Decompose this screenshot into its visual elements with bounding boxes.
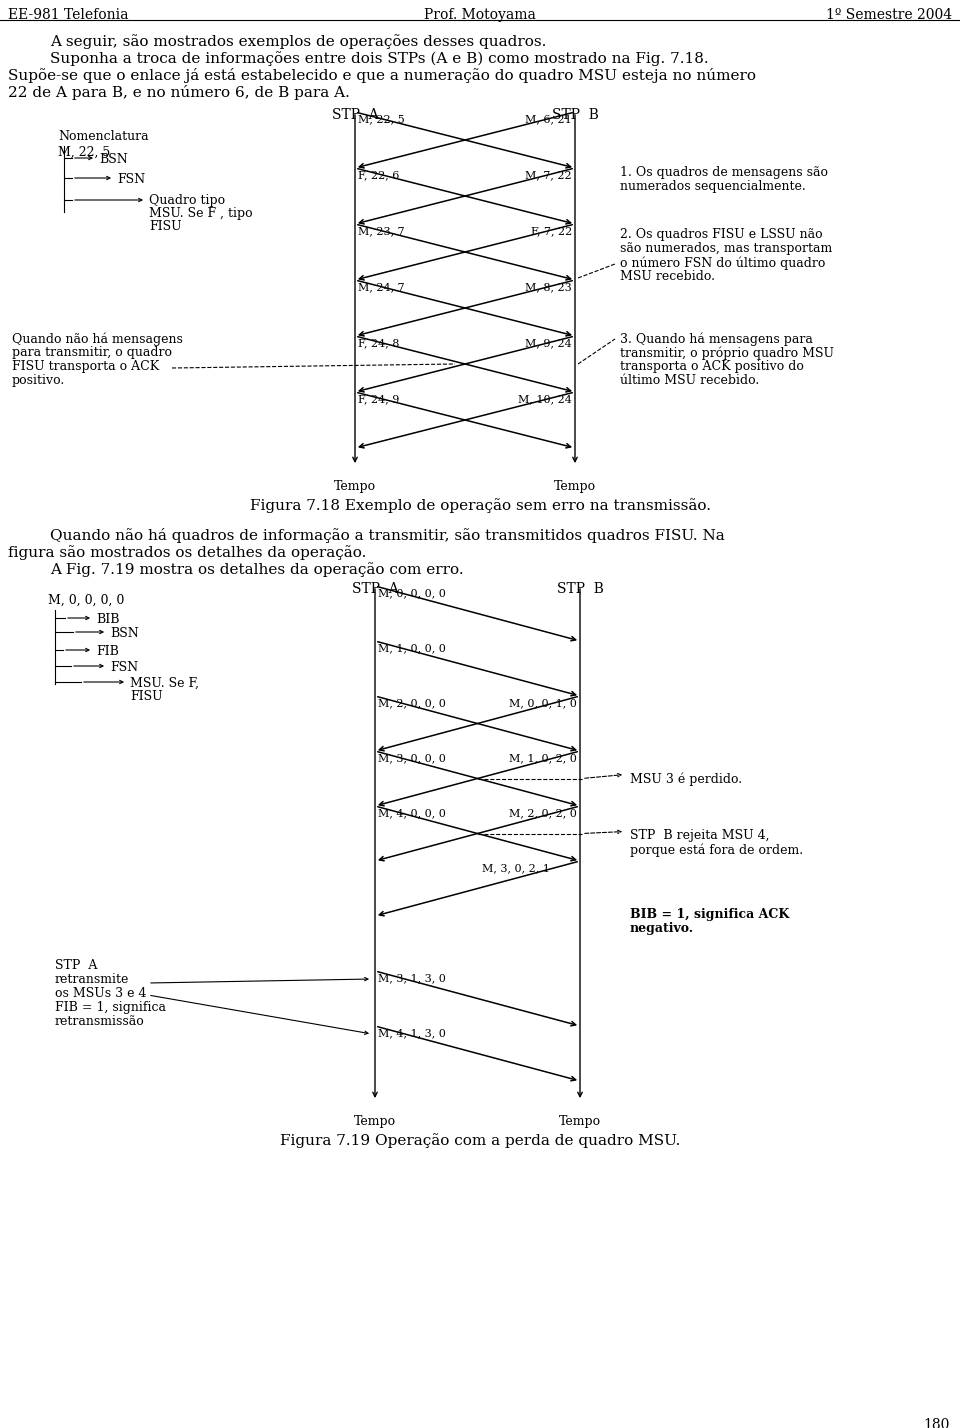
Text: BIB: BIB: [96, 613, 119, 625]
Text: BSN: BSN: [99, 153, 128, 166]
Text: BSN: BSN: [110, 627, 139, 640]
Text: M, 1, 0, 0, 0: M, 1, 0, 0, 0: [378, 643, 445, 653]
Text: M, 10, 24: M, 10, 24: [518, 394, 572, 404]
Text: M, 24, 7: M, 24, 7: [358, 281, 404, 291]
Text: figura são mostrados os detalhes da operação.: figura são mostrados os detalhes da oper…: [8, 545, 367, 560]
Text: M, 3, 0, 0, 0: M, 3, 0, 0, 0: [378, 753, 445, 763]
Text: FIB: FIB: [96, 645, 119, 658]
Text: Tempo: Tempo: [554, 480, 596, 493]
Text: Figura 7.19 Operação com a perda de quadro MSU.: Figura 7.19 Operação com a perda de quad…: [279, 1132, 681, 1148]
Text: MSU recebido.: MSU recebido.: [620, 270, 715, 283]
Text: MSU 3 é perdido.: MSU 3 é perdido.: [630, 773, 742, 785]
Text: M, 7, 22: M, 7, 22: [525, 170, 572, 180]
Text: EE-981 Telefonia: EE-981 Telefonia: [8, 9, 129, 21]
Text: STP  A: STP A: [351, 583, 398, 595]
Text: F, 22, 6: F, 22, 6: [358, 170, 399, 180]
Text: M, 23, 7: M, 23, 7: [358, 226, 404, 236]
Text: M, 3, 1, 3, 0: M, 3, 1, 3, 0: [378, 972, 445, 982]
Text: transmitir, o próprio quadro MSU: transmitir, o próprio quadro MSU: [620, 346, 834, 360]
Text: M, 22, 5: M, 22, 5: [358, 114, 405, 124]
Text: Quando não há quadros de informação a transmitir, são transmitidos quadros FISU.: Quando não há quadros de informação a tr…: [50, 528, 725, 543]
Text: 1. Os quadros de mensagens são: 1. Os quadros de mensagens são: [620, 166, 828, 178]
Text: STP  B rejeita MSU 4,: STP B rejeita MSU 4,: [630, 830, 770, 843]
Text: M, 0, 0, 0, 0: M, 0, 0, 0, 0: [378, 588, 445, 598]
Text: F, 24, 9: F, 24, 9: [358, 394, 399, 404]
Text: positivo.: positivo.: [12, 374, 65, 387]
Text: porque está fora de ordem.: porque está fora de ordem.: [630, 844, 804, 857]
Text: FSN: FSN: [117, 173, 145, 186]
Text: A seguir, são mostrados exemplos de operações desses quadros.: A seguir, são mostrados exemplos de oper…: [50, 34, 546, 49]
Text: negativo.: negativo.: [630, 922, 694, 935]
Text: transporta o ACK positivo do: transporta o ACK positivo do: [620, 360, 804, 373]
Text: MSU. Se F , tipo: MSU. Se F , tipo: [149, 207, 252, 220]
Text: MSU. Se F,: MSU. Se F,: [130, 677, 199, 690]
Text: Supõe-se que o enlace já está estabelecido e que a numeração do quadro MSU estej: Supõe-se que o enlace já está estabeleci…: [8, 69, 756, 83]
Text: retransmissão: retransmissão: [55, 1015, 145, 1028]
Text: Figura 7.18 Exemplo de operação sem erro na transmissão.: Figura 7.18 Exemplo de operação sem erro…: [250, 498, 710, 513]
Text: FISU: FISU: [130, 690, 162, 703]
Text: M, 1, 0, 2, 0: M, 1, 0, 2, 0: [509, 753, 577, 763]
Text: STP  B: STP B: [557, 583, 604, 595]
Text: M, 0, 0, 0, 0: M, 0, 0, 0, 0: [48, 594, 125, 607]
Text: M, 3, 0, 2, 1: M, 3, 0, 2, 1: [482, 863, 550, 873]
Text: M, 2, 0, 2, 0: M, 2, 0, 2, 0: [509, 808, 577, 818]
Text: FSN: FSN: [110, 661, 138, 674]
Text: são numerados, mas transportam: são numerados, mas transportam: [620, 241, 832, 256]
Text: retransmite: retransmite: [55, 972, 130, 985]
Text: F, 24, 8: F, 24, 8: [358, 338, 399, 348]
Text: M, 6, 21: M, 6, 21: [525, 114, 572, 124]
Text: Tempo: Tempo: [334, 480, 376, 493]
Text: 2. Os quadros FISU e LSSU não: 2. Os quadros FISU e LSSU não: [620, 228, 823, 241]
Text: numerados sequencialmente.: numerados sequencialmente.: [620, 180, 805, 193]
Text: Quadro tipo: Quadro tipo: [149, 194, 226, 207]
Text: M, 4, 0, 0, 0: M, 4, 0, 0, 0: [378, 808, 445, 818]
Text: M, 8, 23: M, 8, 23: [525, 281, 572, 291]
Text: BIB = 1, significa ACK: BIB = 1, significa ACK: [630, 908, 789, 921]
Text: Quando não há mensagens: Quando não há mensagens: [12, 331, 182, 346]
Text: o número FSN do último quadro: o número FSN do último quadro: [620, 256, 826, 270]
Text: STP  B: STP B: [552, 109, 598, 121]
Text: último MSU recebido.: último MSU recebido.: [620, 374, 759, 387]
Text: Tempo: Tempo: [354, 1115, 396, 1128]
Text: os MSUs 3 e 4: os MSUs 3 e 4: [55, 987, 147, 1000]
Text: STP  A: STP A: [55, 960, 97, 972]
Text: M, 22, 5: M, 22, 5: [58, 146, 110, 159]
Text: Nomenclatura: Nomenclatura: [58, 130, 149, 143]
Text: F, 7, 22: F, 7, 22: [531, 226, 572, 236]
Text: A Fig. 7.19 mostra os detalhes da operação com erro.: A Fig. 7.19 mostra os detalhes da operaç…: [50, 563, 464, 577]
Text: Tempo: Tempo: [559, 1115, 601, 1128]
Text: FIB = 1, significa: FIB = 1, significa: [55, 1001, 166, 1014]
Text: FISU: FISU: [149, 220, 181, 233]
Text: M, 2, 0, 0, 0: M, 2, 0, 0, 0: [378, 698, 445, 708]
Text: 3. Quando há mensagens para: 3. Quando há mensagens para: [620, 331, 813, 346]
Text: 22 de A para B, e no número 6, de B para A.: 22 de A para B, e no número 6, de B para…: [8, 86, 349, 100]
Text: para transmitir, o quadro: para transmitir, o quadro: [12, 346, 172, 358]
Text: FISU transporta o ACK: FISU transporta o ACK: [12, 360, 159, 373]
Text: M, 0, 0, 1, 0: M, 0, 0, 1, 0: [509, 698, 577, 708]
Text: M, 9, 24: M, 9, 24: [525, 338, 572, 348]
Text: STP  A: STP A: [331, 109, 378, 121]
Text: 180: 180: [924, 1418, 950, 1428]
Text: Prof. Motoyama: Prof. Motoyama: [424, 9, 536, 21]
Text: 1º Semestre 2004: 1º Semestre 2004: [826, 9, 952, 21]
Text: M, 4, 1, 3, 0: M, 4, 1, 3, 0: [378, 1028, 445, 1038]
Text: Suponha a troca de informações entre dois STPs (A e B) como mostrado na Fig. 7.1: Suponha a troca de informações entre doi…: [50, 51, 708, 66]
